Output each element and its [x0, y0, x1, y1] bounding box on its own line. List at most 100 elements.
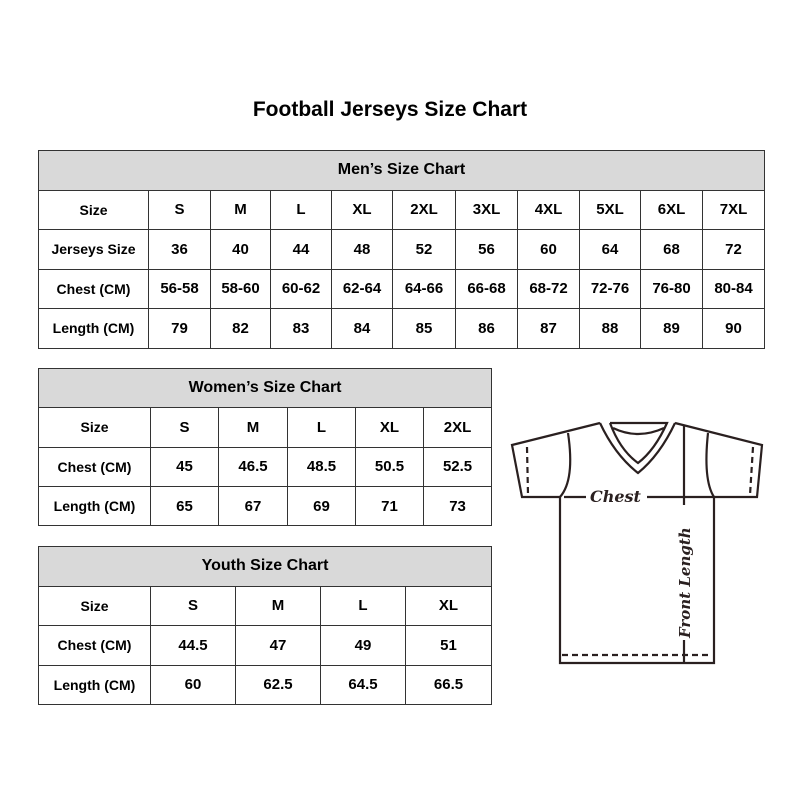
- table-cell: 62-64: [331, 268, 393, 309]
- table-cell: 68: [640, 229, 703, 270]
- table-cell: 72: [701, 229, 766, 270]
- men-table-title: Men’s Size Chart: [37, 150, 766, 191]
- table-cell: 2XL: [422, 407, 493, 448]
- row-label: Length (CM): [38, 485, 151, 527]
- table-cell: 84: [331, 308, 393, 349]
- table-cell: 49: [320, 625, 406, 666]
- table-cell: 44: [270, 229, 332, 270]
- table-row: Length (CM) 79 82 83 84 85 86 87 88 89 90: [38, 308, 766, 349]
- front-length-label: Front Length: [676, 527, 694, 639]
- youth-table-title: Youth Size Chart: [37, 546, 493, 587]
- row-label: Chest (CM): [38, 625, 151, 666]
- table-cell: 45: [150, 446, 219, 487]
- table-cell: 64.5: [320, 664, 406, 705]
- table-cell: 48.5: [287, 446, 356, 487]
- table-cell: 72-76: [579, 268, 641, 309]
- table-cell: L: [320, 585, 406, 626]
- table-cell: 2XL: [392, 189, 456, 230]
- table-row: Chest (CM) 45 46.5 48.5 50.5 52.5: [38, 446, 493, 487]
- table-cell: 62.5: [235, 664, 321, 705]
- table-cell: 82: [210, 308, 271, 349]
- table-cell: 73: [422, 485, 493, 527]
- table-cell: S: [148, 189, 211, 230]
- row-label: Size: [38, 585, 151, 626]
- table-cell: 5XL: [579, 189, 641, 230]
- page-title: Football Jerseys Size Chart: [252, 98, 528, 121]
- table-row: Length (CM) 60 62.5 64.5 66.5: [38, 664, 493, 705]
- table-cell: 56-58: [148, 268, 211, 309]
- row-label: Chest (CM): [38, 446, 151, 487]
- table-cell: 79: [148, 308, 211, 349]
- table-cell: 60-62: [270, 268, 332, 309]
- shirt-outline: [510, 421, 764, 665]
- table-cell: 87: [517, 308, 580, 349]
- table-cell: 6XL: [640, 189, 703, 230]
- table-cell: 88: [579, 308, 641, 349]
- table-cell: 3XL: [455, 189, 518, 230]
- table-cell: 52.5: [422, 446, 493, 487]
- table-cell: 36: [148, 229, 211, 270]
- table-cell: 80-84: [701, 268, 766, 309]
- table-cell: XL: [404, 585, 493, 626]
- row-label: Size: [38, 189, 149, 230]
- table-cell: XL: [355, 407, 424, 448]
- table-cell: 85: [392, 308, 456, 349]
- row-label: Size: [38, 407, 151, 448]
- table-cell: M: [218, 407, 288, 448]
- left-armhole: [559, 432, 572, 498]
- table-cell: XL: [331, 189, 393, 230]
- table-cell: 48: [331, 229, 393, 270]
- table-cell: 90: [701, 308, 766, 349]
- collar-outer: [599, 422, 676, 475]
- table-cell: 67: [218, 485, 288, 527]
- table-cell: M: [210, 189, 271, 230]
- table-row: Size S M L XL: [38, 585, 493, 626]
- youth-size-table: Youth Size Chart Size S M L XL Chest (CM) 44.5 4…: [37, 546, 493, 705]
- row-label: Jerseys Size: [38, 229, 149, 270]
- table-cell: 40: [210, 229, 271, 270]
- table-cell: 50.5: [355, 446, 424, 487]
- table-row: Jerseys Size 36 40 44 48 52 56 60 64 68 72: [38, 229, 766, 270]
- table-cell: 51: [404, 625, 493, 666]
- womens-size-table: Women’s Size Chart Size S M L XL 2XL Chest (CM)…: [37, 367, 493, 527]
- row-label: Chest (CM): [38, 268, 149, 309]
- table-cell: 64-66: [392, 268, 456, 309]
- table-cell: 65: [150, 485, 219, 527]
- table-cell: 60: [150, 664, 236, 705]
- table-cell: S: [150, 407, 219, 448]
- table-cell: 58-60: [210, 268, 271, 309]
- chest-label: Chest: [590, 487, 642, 506]
- table-cell: 64: [579, 229, 641, 270]
- table-row: Size S M L XL 2XL: [38, 407, 493, 448]
- table-cell: 52: [392, 229, 456, 270]
- table-row: Chest (CM) 56-58 58-60 60-62 62-64 64-66 66-68…: [38, 268, 766, 309]
- row-label: Length (CM): [38, 664, 151, 705]
- table-cell: 46.5: [218, 446, 288, 487]
- table-cell: 66-68: [455, 268, 518, 309]
- table-cell: L: [270, 189, 332, 230]
- jersey-diagram: Chest Front Length: [510, 421, 764, 665]
- table-cell: 66.5: [404, 664, 493, 705]
- table-cell: 86: [455, 308, 518, 349]
- table-cell: 56: [455, 229, 518, 270]
- table-row: Size S M L XL 2XL 3XL 4XL 5XL 6XL 7XL: [38, 189, 766, 230]
- table-cell: 83: [270, 308, 332, 349]
- women-table-title: Women’s Size Chart: [37, 367, 493, 409]
- table-cell: L: [287, 407, 356, 448]
- table-cell: M: [235, 585, 321, 626]
- table-cell: 60: [517, 229, 580, 270]
- table-cell: 89: [640, 308, 703, 349]
- table-cell: S: [150, 585, 236, 626]
- table-row: Chest (CM) 44.5 47 49 51: [38, 625, 493, 666]
- right-armhole: [705, 432, 715, 498]
- table-cell: 68-72: [517, 268, 580, 309]
- mens-size-table: Men’s Size Chart Size S M L XL 2XL 3XL 4XL 5XL 6XL…: [37, 150, 766, 349]
- table-cell: 7XL: [701, 189, 766, 230]
- table-row: Length (CM) 65 67 69 71 73: [38, 485, 493, 527]
- table-cell: 4XL: [517, 189, 580, 230]
- table-cell: 44.5: [150, 625, 236, 666]
- table-cell: 47: [235, 625, 321, 666]
- row-label: Length (CM): [38, 308, 149, 349]
- table-cell: 69: [287, 485, 356, 527]
